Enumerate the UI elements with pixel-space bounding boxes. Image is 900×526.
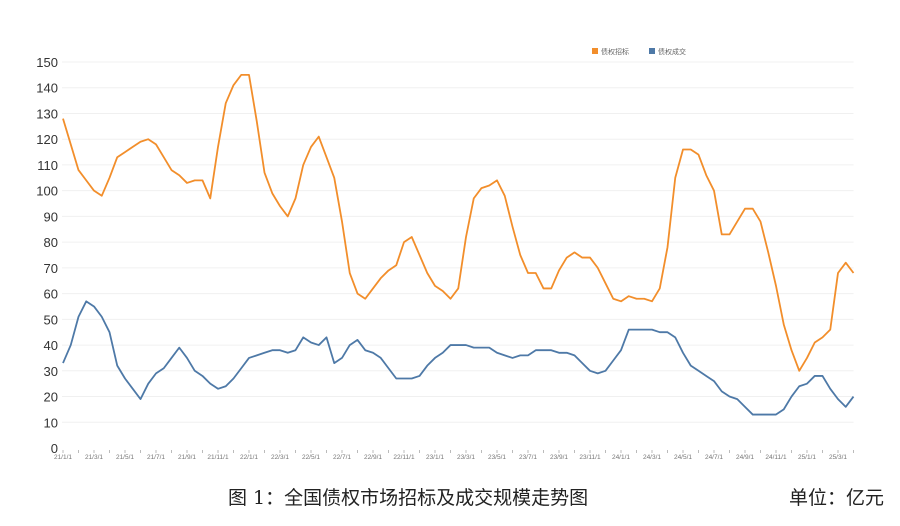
x-tick-label: 24/7/1 [705, 454, 723, 461]
series-line-deal [62, 300, 855, 416]
y-tick-label: 50 [44, 312, 58, 327]
y-tick-label: 90 [44, 209, 58, 224]
x-tick-label: 24/11/1 [765, 454, 787, 461]
x-tick-label: 23/11/1 [579, 454, 601, 461]
legend-label: 债权招标 [601, 47, 629, 56]
y-tick-label: 0 [51, 441, 58, 456]
y-tick-label: 120 [36, 132, 58, 147]
x-tick-label: 21/9/1 [178, 454, 196, 461]
y-tick-label: 30 [44, 364, 58, 379]
x-tick-label: 22/7/1 [333, 454, 351, 461]
x-tick-label: 23/3/1 [457, 454, 475, 461]
y-tick-label: 40 [44, 338, 58, 353]
x-tick-label: 22/5/1 [302, 454, 320, 461]
y-tick-label: 110 [37, 158, 58, 173]
x-tick-label: 21/3/1 [85, 454, 103, 461]
y-tick-label: 20 [44, 390, 58, 405]
x-tick-label: 22/11/1 [393, 454, 415, 461]
gridlines [62, 61, 854, 423]
figure-caption: 图 1：全国债权市场招标及成交规模走势图 [228, 487, 589, 509]
y-tick-label: 140 [36, 81, 58, 96]
x-tick-label: 25/3/1 [829, 454, 847, 461]
x-tick-label: 24/3/1 [643, 454, 661, 461]
y-tick-label: 60 [44, 287, 58, 302]
y-tick-label: 10 [44, 415, 58, 430]
y-tick-label: 70 [44, 261, 58, 276]
y-tick-label: 80 [44, 235, 58, 250]
x-tick-label: 21/7/1 [147, 454, 165, 461]
unit-label: 单位：亿元 [789, 487, 885, 509]
legend-label: 债权成交 [658, 47, 686, 56]
legend-swatch [592, 48, 598, 54]
series-line-tender [62, 73, 855, 372]
x-tick-label: 23/1/1 [426, 454, 444, 461]
x-tick-label: 23/9/1 [550, 454, 568, 461]
x-tick-label: 24/9/1 [736, 454, 754, 461]
x-tick-label: 24/5/1 [674, 454, 692, 461]
x-axis: 21/1/1 21/3/1 21/5/1 21/7/1 21/9/1 21/11/1 22/… [54, 450, 854, 461]
x-tick-label: 23/7/1 [519, 454, 537, 461]
x-tick-label: 23/5/1 [488, 454, 506, 461]
x-tick-label: 21/5/1 [116, 454, 134, 461]
x-tick-label: 25/1/1 [798, 454, 816, 461]
x-tick-label: 24/1/1 [612, 454, 630, 461]
y-tick-label: 100 [36, 184, 58, 199]
y-axis: 0 10 20 30 40 50 60 70 80 90 100 110 120 130 140 150 [36, 55, 58, 456]
x-tick-label: 22/9/1 [364, 454, 382, 461]
series-lines [62, 73, 855, 416]
y-tick-label: 130 [36, 106, 58, 121]
x-tick-label: 22/1/1 [240, 454, 258, 461]
x-tick-label: 21/11/1 [207, 454, 229, 461]
legend: 债权招标 债权成交 [592, 47, 686, 56]
x-tick-label: 21/1/1 [54, 454, 72, 461]
legend-swatch [649, 48, 655, 54]
y-tick-label: 150 [36, 55, 58, 70]
x-tick-label: 22/3/1 [271, 454, 289, 461]
